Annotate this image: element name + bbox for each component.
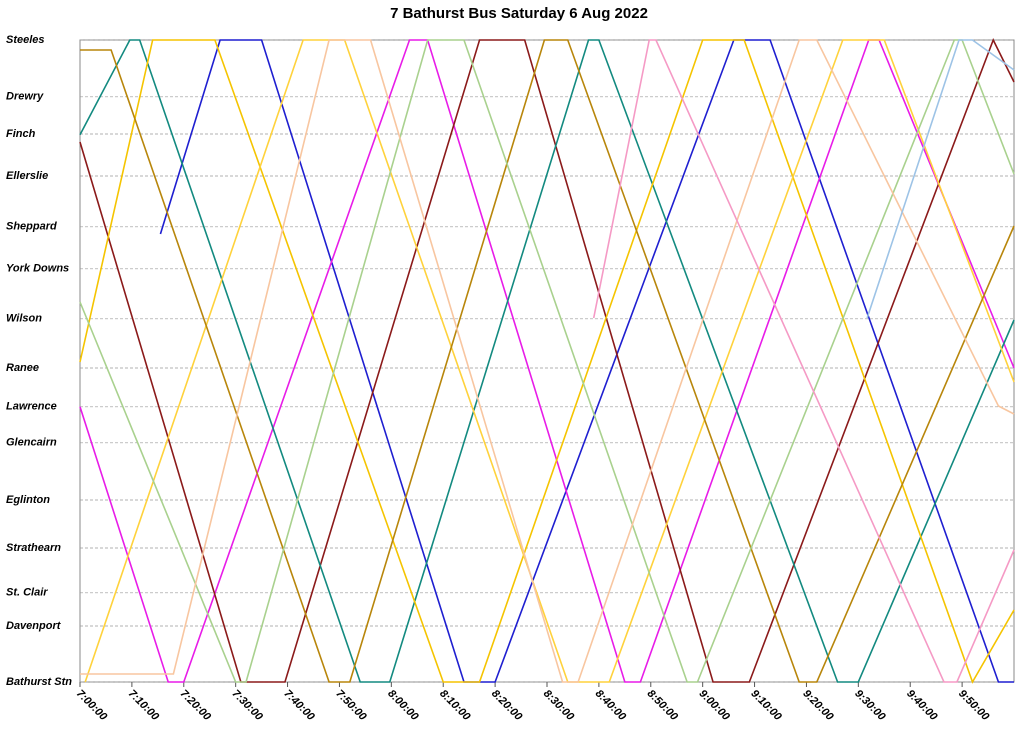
bus-trace [84,39,1015,683]
x-tick-label: 8:50:00 [645,688,681,724]
y-tick-label: Drewry [6,91,44,103]
bus-trace [866,39,1015,319]
x-tick-label: 9:30:00 [852,688,888,724]
x-tick-label: 8:40:00 [593,688,629,724]
x-tick-label: 9:10:00 [748,688,784,724]
bus-trace [80,39,1015,683]
chart-title: 7 Bathurst Bus Saturday 6 Aug 2022 [390,5,648,22]
x-tick-label: 7:40:00 [281,688,317,724]
x-tick-label: 8:30:00 [541,688,577,724]
x-tick-label: 7:00:00 [74,688,110,724]
y-tick-label: York Downs [6,263,69,275]
y-tick-label: Bathurst Stn [6,676,72,688]
bus-trace [79,39,1015,683]
bus-trace [592,39,1015,683]
x-tick-label: 9:40:00 [904,688,940,724]
y-tick-label: Davenport [6,620,62,632]
bus-trace [159,39,1014,683]
x-tick-label: 9:20:00 [800,688,836,724]
bus-trace [79,37,1015,683]
y-tick-label: St. Clair [6,587,48,599]
y-tick-label: Finch [6,128,36,140]
x-tick-label: 8:10:00 [437,688,473,724]
bus-trace [80,39,1015,683]
y-tick-label: Ranee [6,362,39,374]
bus-trace [79,39,1015,683]
x-tick-label: 7:10:00 [126,688,162,724]
y-tick-label: Strathearn [6,542,61,554]
x-tick-label: 7:20:00 [178,688,214,724]
x-tick-label: 9:50:00 [956,688,992,724]
bus-trace [79,39,1015,683]
y-tick-label: Ellerslie [6,170,48,182]
x-tick-label: 8:00:00 [385,688,421,724]
x-tick-label: 7:30:00 [230,688,266,724]
y-tick-label: Wilson [6,313,42,325]
y-tick-label: Glencairn [6,437,57,449]
y-tick-label: Eglinton [6,494,50,506]
plot-frame [79,39,1015,683]
y-tick-label: Lawrence [6,401,57,413]
x-tick-label: 7:50:00 [333,688,369,724]
x-tick-label: 9:00:00 [697,688,733,724]
y-tick-label: Sheppard [6,221,57,233]
bus-trace [79,39,1015,684]
y-tick-label: Steeles [6,34,45,46]
x-tick-label: 8:20:00 [489,688,525,724]
